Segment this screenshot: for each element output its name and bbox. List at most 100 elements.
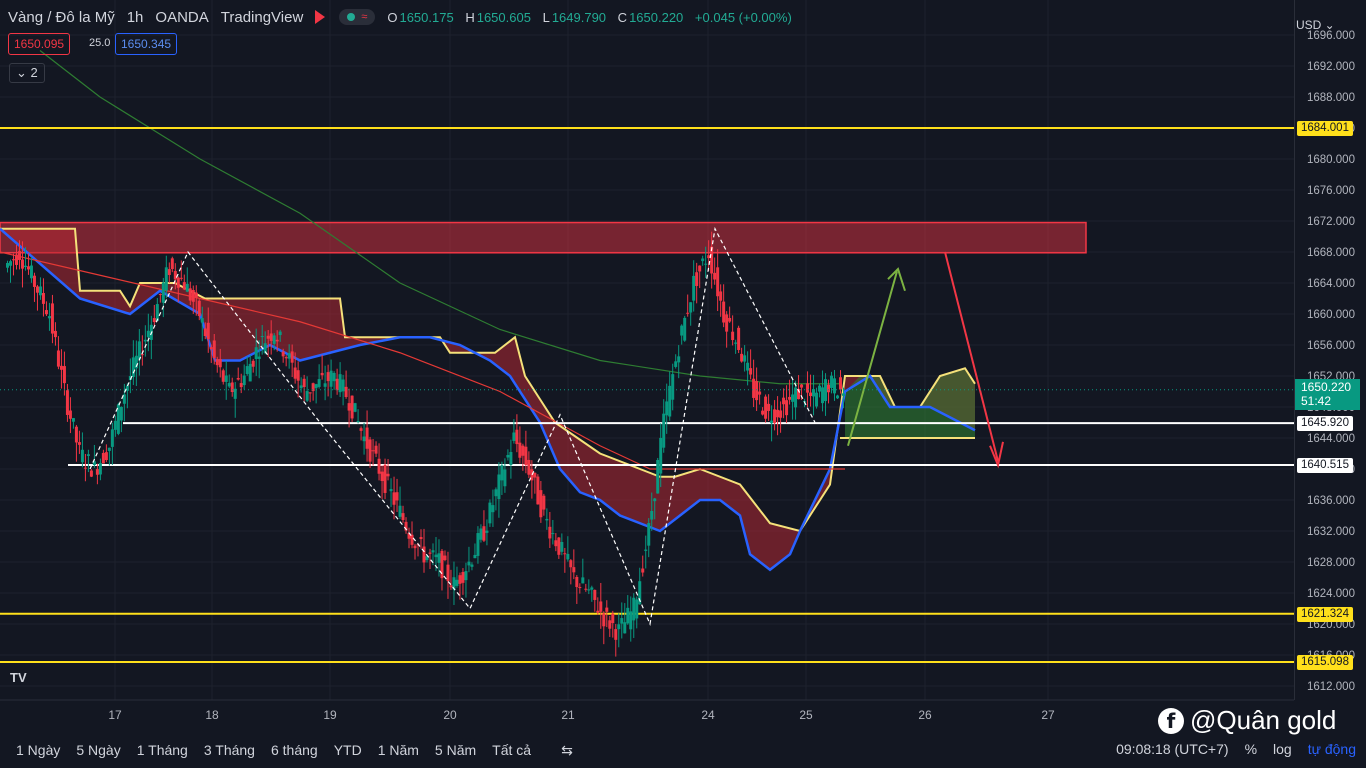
- candle-body: [404, 521, 408, 531]
- candle-body: [677, 356, 681, 363]
- candle-body: [584, 588, 588, 590]
- broker-label: OANDA: [155, 8, 209, 26]
- candle-body: [521, 445, 525, 456]
- candle-body: [671, 374, 675, 400]
- currency-selector[interactable]: USD ⌄: [1296, 18, 1335, 32]
- candle-body: [392, 492, 396, 505]
- y-tick-label: 1628.000: [1307, 557, 1355, 569]
- candle-body: [152, 318, 156, 323]
- bullish-arrowhead-icon: [887, 267, 906, 292]
- candle-body: [563, 553, 567, 555]
- candle-body: [11, 259, 15, 261]
- candle-body: [734, 342, 738, 344]
- period-1y[interactable]: 1 Năm: [377, 742, 419, 758]
- candle-body: [794, 387, 798, 408]
- tradingview-logo-icon[interactable]: TV: [10, 670, 27, 685]
- price-axis-border: [1294, 0, 1295, 700]
- candle-body: [440, 550, 444, 579]
- candle-body: [428, 552, 432, 554]
- indicators-toggle[interactable]: ⌄ 2: [9, 63, 45, 83]
- candle-body: [830, 375, 834, 388]
- candle-body: [29, 265, 33, 279]
- market-status-pill[interactable]: ≈: [339, 9, 376, 25]
- y-tick-label: 1612.000: [1307, 681, 1355, 693]
- candle-body: [338, 374, 342, 393]
- x-tick-label: 19: [323, 708, 337, 722]
- market-open-dot-icon: [347, 13, 356, 21]
- log-toggle[interactable]: log: [1273, 741, 1292, 757]
- candle-body: [587, 589, 591, 591]
- wave-icon: ≈: [361, 11, 368, 23]
- candle-body: [17, 251, 21, 260]
- period-all[interactable]: Tất cả: [492, 742, 532, 758]
- symbol-name[interactable]: Vàng / Đô la Mỹ: [8, 8, 115, 26]
- date-range-icon[interactable]: ⇆: [561, 741, 573, 758]
- interval-label[interactable]: 1h: [126, 8, 144, 26]
- candle-body: [161, 282, 165, 303]
- candle-body: [359, 428, 363, 431]
- price-chart[interactable]: 1612.0001616.0001620.0001624.0001628.000…: [0, 0, 1366, 732]
- candle-body: [110, 429, 114, 447]
- sell-button[interactable]: 1650.095: [8, 33, 71, 55]
- candle-body: [35, 286, 39, 293]
- period-5d[interactable]: 5 Ngày: [76, 742, 121, 758]
- candle-body: [542, 495, 546, 510]
- candle-body: [527, 459, 531, 475]
- candle-body: [518, 442, 522, 458]
- candle-body: [41, 293, 45, 304]
- candle-body: [158, 294, 162, 296]
- candle-body: [647, 523, 651, 546]
- candle-body: [227, 383, 231, 387]
- candle-body: [173, 270, 177, 280]
- candle-body: [299, 385, 303, 389]
- period-1d[interactable]: 1 Ngày: [16, 742, 61, 758]
- ohlc-close: 1650.220: [629, 9, 684, 25]
- flag-icon[interactable]: [315, 10, 326, 24]
- candle-body: [125, 385, 129, 391]
- price-level-label: 1640.515: [1297, 458, 1353, 473]
- y-tick-label: 1664.000: [1307, 278, 1355, 290]
- candle-body: [383, 464, 387, 493]
- period-5y[interactable]: 5 Năm: [434, 742, 477, 758]
- ohlc-change: +0.045 (+0.00%): [694, 9, 792, 25]
- candle-body: [713, 272, 717, 280]
- candle-body: [641, 568, 645, 573]
- candle-body: [491, 505, 495, 513]
- candle-body: [485, 530, 489, 533]
- candle-body: [494, 489, 498, 497]
- candle-body: [662, 413, 666, 448]
- y-tick-label: 1692.000: [1307, 61, 1355, 73]
- candle-body: [752, 378, 756, 398]
- auto-scale-toggle[interactable]: tự động: [1307, 741, 1356, 757]
- candle-body: [482, 526, 486, 541]
- candle-body: [824, 379, 828, 402]
- candle-body: [362, 436, 366, 442]
- candle-body: [380, 471, 384, 482]
- candle-body: [224, 375, 228, 382]
- candle-body: [689, 302, 693, 313]
- period-ytd[interactable]: YTD: [333, 742, 362, 758]
- facebook-icon: f: [1158, 707, 1184, 734]
- candle-body: [776, 409, 780, 418]
- candle-body: [737, 327, 741, 350]
- buy-button[interactable]: 1650.345: [115, 33, 178, 55]
- candle-body: [557, 537, 561, 555]
- candle-body: [674, 361, 678, 367]
- candle-body: [695, 272, 699, 286]
- candle-body: [194, 292, 198, 298]
- candle-body: [221, 370, 225, 382]
- percent-toggle[interactable]: %: [1244, 741, 1258, 757]
- period-3m[interactable]: 3 Tháng: [203, 742, 255, 758]
- period-1m[interactable]: 1 Tháng: [136, 742, 188, 758]
- bearish-projection-arrow: [944, 251, 999, 462]
- candle-body: [317, 379, 321, 387]
- candle-body: [764, 396, 768, 419]
- candle-body: [710, 246, 714, 274]
- candle-body: [92, 461, 96, 466]
- candle-body: [620, 618, 624, 624]
- period-6m[interactable]: 6 tháng: [270, 742, 318, 758]
- clock[interactable]: 09:08:18 (UTC+7): [1116, 741, 1229, 757]
- candle-body: [386, 473, 390, 477]
- spread-label: 25.0: [89, 37, 111, 49]
